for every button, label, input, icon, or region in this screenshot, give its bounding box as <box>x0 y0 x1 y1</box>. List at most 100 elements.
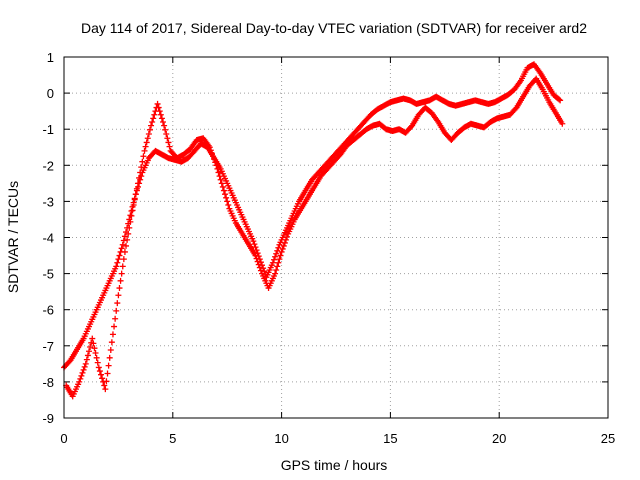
data-point <box>315 163 328 176</box>
data-point <box>206 144 219 166</box>
data-point <box>324 159 336 172</box>
data-point <box>269 244 282 266</box>
data-point <box>448 131 460 144</box>
data-point <box>76 363 88 385</box>
data-point <box>102 347 114 393</box>
data-point <box>557 97 564 104</box>
data-point <box>544 81 556 97</box>
data-point <box>67 348 79 364</box>
data-point <box>230 194 243 213</box>
data-point <box>361 112 373 125</box>
y-tick-label: 0 <box>47 86 54 101</box>
data-point <box>121 218 134 255</box>
data-point <box>335 141 347 154</box>
data-series <box>61 61 566 400</box>
data-point <box>291 207 304 223</box>
x-tick-label: 5 <box>169 431 176 446</box>
data-point <box>89 335 101 366</box>
data-point <box>113 245 125 270</box>
data-point <box>296 189 308 205</box>
x-tick-label: 15 <box>383 431 397 446</box>
data-point <box>422 104 434 116</box>
data-point <box>289 200 301 219</box>
x-tick-label: 25 <box>601 431 615 446</box>
data-point <box>546 99 558 115</box>
x-tick-label: 0 <box>60 431 67 446</box>
data-point <box>356 127 369 138</box>
data-point <box>239 230 251 246</box>
data-point <box>161 122 173 150</box>
y-tick-label: -6 <box>42 303 54 318</box>
data-point <box>402 123 415 136</box>
data-point <box>154 100 167 125</box>
y-tick-label: 1 <box>47 50 54 65</box>
data-point <box>250 238 262 260</box>
data-point <box>245 241 258 257</box>
data-point <box>185 149 197 162</box>
y-tick-label: -7 <box>42 339 54 354</box>
y-tick-label: -2 <box>42 158 54 173</box>
data-point <box>180 146 193 158</box>
data-point <box>539 86 552 104</box>
data-point <box>311 174 323 190</box>
data-point <box>252 252 264 274</box>
data-point <box>226 205 238 224</box>
data-point <box>69 381 82 400</box>
data-point <box>559 120 566 127</box>
x-tick-label: 20 <box>492 431 506 446</box>
y-tick-label: -1 <box>42 122 54 137</box>
data-point <box>428 109 441 124</box>
data-point <box>134 153 147 187</box>
data-point <box>517 66 530 84</box>
y-tick-label: -8 <box>42 375 54 390</box>
x-axis-label: GPS time / hours <box>281 457 388 473</box>
data-point <box>298 196 310 212</box>
y-tick-label: -5 <box>42 267 54 282</box>
data-point <box>213 162 225 187</box>
series-0 <box>61 61 564 371</box>
data-point <box>276 229 288 248</box>
data-point <box>237 209 249 228</box>
data-point <box>511 78 523 93</box>
y-tick-label: -4 <box>42 231 54 246</box>
data-point <box>550 91 563 103</box>
data-point <box>219 183 232 209</box>
data-point <box>533 75 545 91</box>
data-point <box>285 218 297 237</box>
y-axis-label: SDTVAR / TECUs <box>5 181 21 293</box>
data-point <box>200 135 212 149</box>
data-point <box>507 105 519 118</box>
data-point <box>224 180 236 199</box>
chart-title: Day 114 of 2017, Sidereal Day-to-day VTE… <box>81 20 587 36</box>
data-point <box>74 337 86 353</box>
data-point <box>217 165 230 184</box>
data-point <box>95 364 108 389</box>
data-point <box>108 300 121 346</box>
data-point <box>341 134 354 147</box>
data-point <box>317 167 330 180</box>
data-point <box>141 126 153 154</box>
data-point <box>454 125 467 136</box>
data-point <box>343 137 356 149</box>
data-point <box>263 262 275 281</box>
data-point <box>354 120 367 133</box>
data-point <box>350 132 362 144</box>
data-point <box>87 309 99 328</box>
data-point <box>187 138 199 153</box>
data-point <box>409 113 421 129</box>
data-point <box>115 256 127 299</box>
y-tick-label: -9 <box>42 411 54 426</box>
data-point <box>376 120 388 132</box>
data-point <box>552 109 565 125</box>
data-point <box>304 185 317 201</box>
series-1 <box>63 75 566 400</box>
data-point <box>328 149 341 162</box>
data-point <box>282 215 295 234</box>
data-point <box>435 118 447 135</box>
data-point <box>504 87 517 98</box>
data-point <box>367 107 380 118</box>
data-point <box>80 323 93 342</box>
data-point <box>348 127 360 140</box>
